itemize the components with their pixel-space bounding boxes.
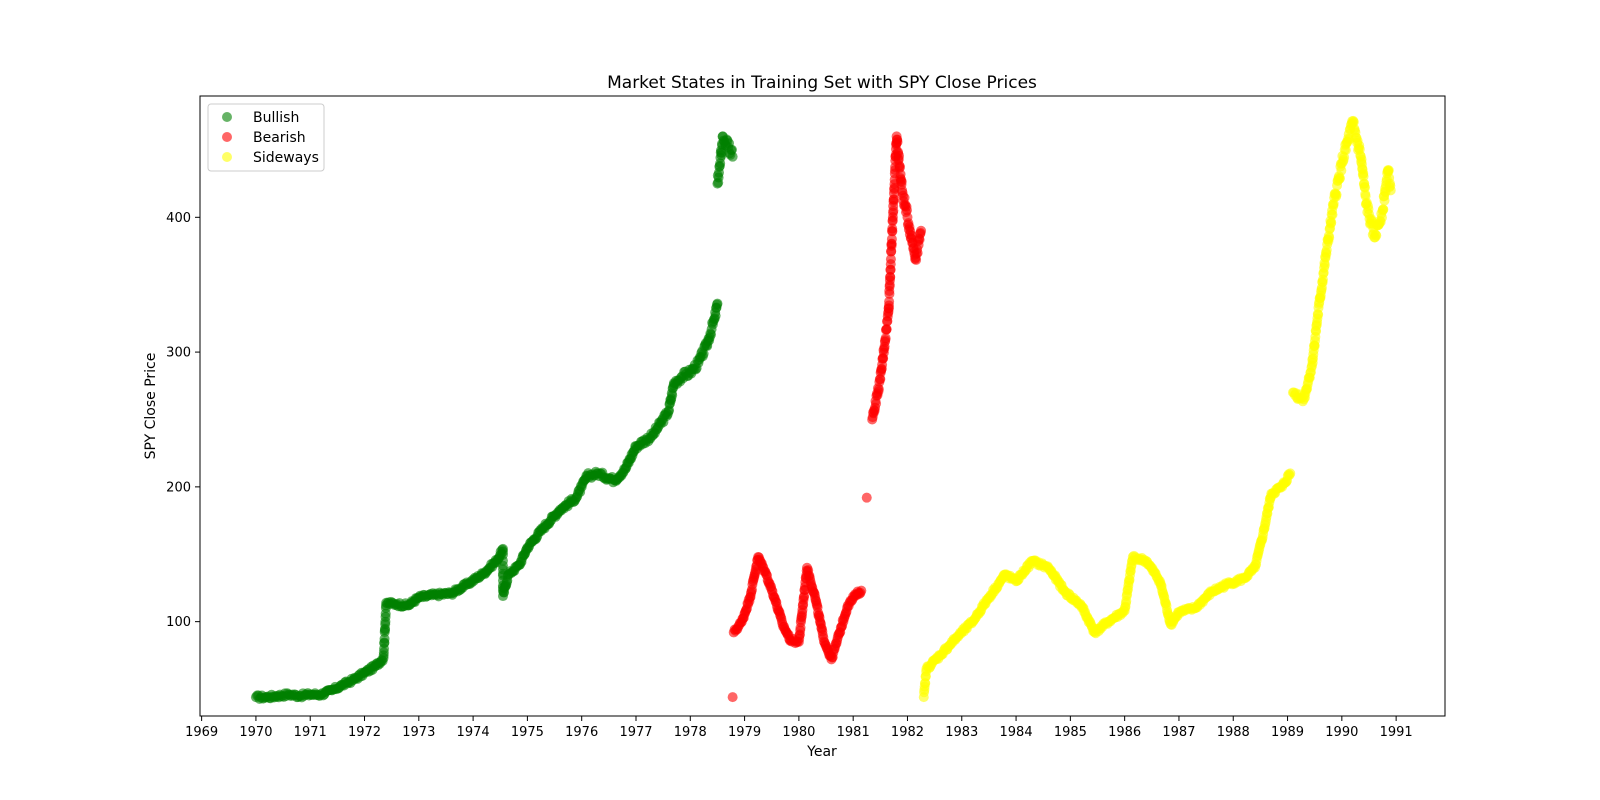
point-bearish: [916, 225, 927, 236]
point-bearish: [861, 492, 872, 503]
x-tick-label: 1989: [1271, 725, 1304, 740]
point-sideways: [1331, 189, 1342, 200]
point-bearish: [888, 205, 899, 216]
y-axis-label: SPY Close Price: [143, 353, 159, 460]
y-tick-label: 400: [166, 211, 191, 226]
point-sideways: [1336, 165, 1347, 176]
x-tick-label: 1987: [1162, 725, 1195, 740]
point-bullish: [712, 298, 723, 309]
x-tick-label: 1974: [457, 725, 490, 740]
x-tick-label: 1984: [1000, 725, 1033, 740]
point-bearish: [894, 161, 905, 172]
x-tick-label: 1985: [1054, 725, 1087, 740]
point-bearish: [873, 384, 884, 395]
point-sideways: [1326, 217, 1337, 228]
legend-label-sideways: Sideways: [253, 150, 319, 166]
point-sideways: [1319, 260, 1330, 271]
x-tick-label: 1981: [837, 725, 870, 740]
point-bearish: [727, 692, 738, 703]
point-sideways: [1334, 173, 1345, 184]
point-bearish: [880, 333, 891, 344]
x-tick-label: 1983: [945, 725, 978, 740]
x-tick-label: 1973: [402, 725, 435, 740]
point-sideways: [1379, 195, 1390, 206]
legend-label-bullish: Bullish: [253, 110, 299, 126]
x-tick-label: 1976: [565, 725, 598, 740]
legend-box: [207, 103, 325, 172]
y-tick-label: 200: [166, 480, 191, 495]
y-axis-ticks: 100 200 300 400: [166, 211, 200, 630]
point-bearish: [896, 176, 907, 187]
point-bullish: [716, 147, 727, 158]
x-tick-label: 1975: [511, 725, 544, 740]
x-tick-label: 1986: [1108, 725, 1141, 740]
point-sideways: [1383, 165, 1394, 176]
point-bearish: [892, 137, 903, 148]
point-bearish: [886, 234, 897, 245]
x-tick-label: 1972: [348, 725, 381, 740]
point-bullish: [710, 310, 721, 321]
points-layer: [250, 115, 1396, 704]
x-tick-label: 1982: [891, 725, 924, 740]
x-tick-label: 1991: [1380, 725, 1413, 740]
point-bearish: [887, 226, 898, 237]
point-bearish: [871, 398, 882, 409]
point-sideways: [1371, 230, 1382, 241]
point-bullish: [727, 151, 738, 162]
x-tick-label: 1980: [782, 725, 815, 740]
legend-marker-bearish: [222, 132, 232, 142]
chart-title: Market States in Training Set with SPY C…: [607, 73, 1037, 93]
point-bearish: [894, 150, 905, 161]
legend: Bullish Bearish Sideways: [207, 103, 325, 172]
point-bearish: [885, 254, 896, 265]
point-bearish: [884, 288, 895, 299]
legend-marker-sideways: [222, 152, 232, 162]
x-tick-label: 1990: [1325, 725, 1358, 740]
point-sideways: [1285, 468, 1296, 479]
x-tick-label: 1978: [674, 725, 707, 740]
y-tick-label: 300: [166, 346, 191, 361]
x-tick-label: 1979: [728, 725, 761, 740]
y-tick-label: 100: [166, 615, 191, 630]
x-tick-label: 1977: [619, 725, 652, 740]
x-tick-label: 1969: [185, 725, 218, 740]
point-sideways: [1327, 209, 1338, 220]
x-axis-ticks: 1969 1970 1971 1972 1973 1974 1975 1976 1977 1978…: [185, 716, 1413, 740]
point-bearish: [884, 296, 895, 307]
x-tick-label: 1988: [1217, 725, 1250, 740]
x-axis-label: Year: [806, 744, 837, 760]
x-tick-label: 1971: [294, 725, 327, 740]
point-sideways: [1324, 232, 1335, 243]
point-bearish: [901, 205, 912, 216]
point-bearish: [885, 272, 896, 283]
legend-label-bearish: Bearish: [253, 130, 306, 146]
point-sideways: [1378, 204, 1389, 215]
point-bearish: [881, 324, 892, 335]
point-bearish: [912, 247, 923, 258]
plot-frame: [199, 95, 1446, 717]
legend-marker-bullish: [222, 112, 232, 122]
point-sideways: [1385, 185, 1396, 196]
point-sideways: [1358, 171, 1369, 182]
point-bearish: [856, 585, 867, 596]
x-tick-label: 1970: [239, 725, 272, 740]
